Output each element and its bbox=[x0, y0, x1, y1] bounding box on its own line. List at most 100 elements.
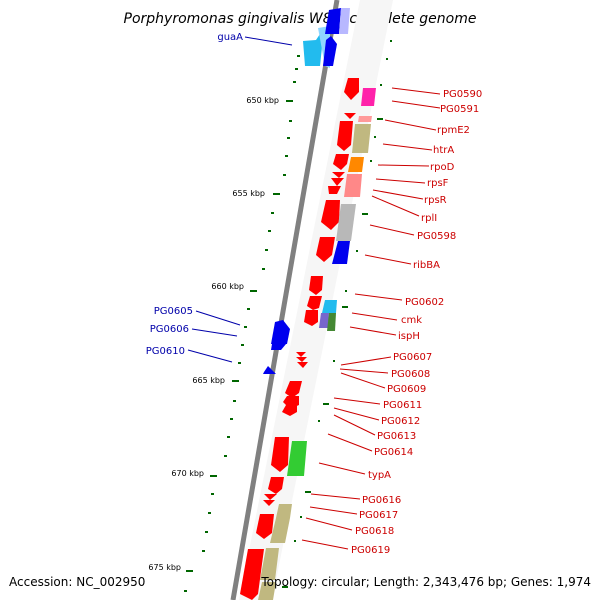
left-leader-lines bbox=[187, 36, 293, 363]
scale-tick-650 bbox=[286, 100, 293, 102]
gene-label-PG0598[interactable]: PG0598 bbox=[417, 231, 456, 242]
gene-label-PG0606[interactable]: PG0606 bbox=[150, 324, 189, 335]
gene-label-PG0613[interactable]: PG0613 bbox=[377, 431, 416, 442]
gene-label-PG0602[interactable]: PG0602 bbox=[405, 297, 444, 308]
gene-label-PG0614[interactable]: PG0614 bbox=[374, 447, 413, 458]
gene-label-rpoD[interactable]: rpoD bbox=[430, 162, 455, 173]
gene-label-PG0609[interactable]: PG0609 bbox=[387, 384, 426, 395]
gene-label-rpmE2[interactable]: rpmE2 bbox=[437, 125, 470, 136]
gene-PG0618-cog[interactable] bbox=[276, 504, 292, 518]
gene-ispH-cog2[interactable] bbox=[327, 313, 336, 331]
gene-label-cmk[interactable]: cmk bbox=[401, 315, 422, 326]
gene-label-PG0605[interactable]: PG0605 bbox=[154, 306, 193, 317]
gene-cmk-cog[interactable] bbox=[322, 300, 337, 313]
gene-PG0617-arrow[interactable] bbox=[263, 500, 275, 506]
gene-top-cog[interactable] bbox=[339, 8, 350, 34]
gene-label-PG0611[interactable]: PG0611 bbox=[383, 400, 422, 411]
scale-dot bbox=[224, 455, 227, 457]
leader-line bbox=[305, 517, 353, 531]
gene-PG0605-arrow[interactable] bbox=[271, 320, 290, 344]
gene-PG0609-arrow[interactable] bbox=[297, 362, 308, 368]
gene-PG0598-cog[interactable] bbox=[336, 204, 356, 241]
gene-PG0590-arrow[interactable] bbox=[344, 78, 359, 100]
gene-PG0619-cog2[interactable] bbox=[258, 582, 276, 600]
gene-label-ispH[interactable]: ispH bbox=[398, 331, 420, 342]
gene-rpoD-cog[interactable] bbox=[348, 157, 364, 172]
gene-PG0606-arrow[interactable] bbox=[271, 344, 286, 350]
gene-PG0607-arrow[interactable] bbox=[296, 352, 306, 357]
scale-dot bbox=[289, 120, 292, 122]
scale-dot bbox=[230, 418, 233, 420]
gene-PG0591-box[interactable] bbox=[361, 88, 376, 106]
gene-typA-cog[interactable] bbox=[287, 441, 307, 476]
gene-top-blue[interactable] bbox=[325, 8, 341, 34]
gene-PG0614-arrow[interactable] bbox=[271, 437, 289, 472]
genome-summary: Topology: circular; Length: 2,343,476 bp… bbox=[260, 575, 591, 589]
scale-dot bbox=[208, 512, 211, 514]
gene-label-PG0607[interactable]: PG0607 bbox=[393, 352, 432, 363]
gene-label-PG0616[interactable]: PG0616 bbox=[362, 495, 401, 506]
gene-PG0619-cog[interactable] bbox=[260, 548, 279, 580]
gene-ribBA-cog[interactable] bbox=[332, 241, 350, 264]
leader-line bbox=[351, 312, 398, 321]
gene-label-PG0619[interactable]: PG0619 bbox=[351, 545, 390, 556]
right-gene-labels: PG0590 PG0591 rpmE2 htrA rpoD rpsF rpsR … bbox=[351, 89, 482, 556]
gene-cmk-arrow[interactable] bbox=[307, 296, 322, 310]
gene-label-PG0610[interactable]: PG0610 bbox=[146, 346, 185, 357]
gene-rpsF-arrow[interactable] bbox=[332, 172, 345, 178]
ring-dot bbox=[323, 403, 329, 405]
gene-label-PG0590[interactable]: PG0590 bbox=[443, 89, 482, 100]
gene-label-PG0591[interactable]: PG0591 bbox=[440, 104, 479, 115]
gene-PG0613-arrow[interactable] bbox=[282, 405, 297, 416]
leader-line bbox=[327, 433, 373, 452]
leader-line bbox=[372, 189, 424, 200]
gene-label-PG0618[interactable]: PG0618 bbox=[355, 526, 394, 537]
gene-label-PG0612[interactable]: PG0612 bbox=[381, 416, 420, 427]
gene-label-PG0608[interactable]: PG0608 bbox=[391, 369, 430, 380]
gene-rplI-arrow[interactable] bbox=[328, 186, 341, 194]
gene-PG0598-arrow[interactable] bbox=[321, 200, 340, 230]
gene-rpoD-arrow[interactable] bbox=[333, 154, 349, 170]
gene-guaA-block[interactable] bbox=[303, 28, 324, 66]
scale-dot bbox=[244, 326, 247, 328]
scale-tick-660 bbox=[250, 290, 257, 292]
gene-PG0610-arrow[interactable] bbox=[263, 366, 276, 374]
gene-PG0616-arrow[interactable] bbox=[264, 494, 277, 500]
gene-PG0608-arrow[interactable] bbox=[296, 357, 307, 362]
gene-PG0602-arrow[interactable] bbox=[309, 276, 323, 295]
gene-label-ribBA[interactable]: ribBA bbox=[413, 260, 440, 271]
gene-rpsF-cog[interactable] bbox=[344, 174, 362, 197]
gene-htrA-cog[interactable] bbox=[352, 124, 371, 153]
gene-rpmE2-arrow[interactable] bbox=[344, 113, 356, 119]
gene-rpsR-arrow[interactable] bbox=[331, 178, 344, 186]
gene-label-guaA[interactable]: guaA bbox=[217, 32, 243, 43]
leader-line bbox=[339, 368, 389, 374]
gene-label-htrA[interactable]: htrA bbox=[433, 145, 454, 156]
gene-PG0618-cog2[interactable] bbox=[270, 518, 290, 543]
gene-htrA-arrow[interactable] bbox=[337, 121, 353, 151]
leader-line bbox=[391, 87, 441, 95]
ring-dot bbox=[356, 250, 358, 252]
scale-label-665: 665 kbp bbox=[192, 376, 225, 385]
gene-label-typA[interactable]: typA bbox=[368, 470, 391, 481]
gene-ispH-cog[interactable] bbox=[319, 313, 329, 328]
gene-ribBA-arrow[interactable] bbox=[316, 237, 335, 262]
gene-label-rpsF[interactable]: rpsF bbox=[427, 178, 449, 189]
ring-dot bbox=[380, 84, 382, 86]
gene-guaA-arrow[interactable] bbox=[323, 36, 337, 66]
ring-dot bbox=[342, 306, 348, 308]
leader-line bbox=[377, 164, 430, 167]
gene-typA-arrow[interactable] bbox=[268, 477, 284, 494]
gene-rpmE2-cog[interactable] bbox=[358, 116, 372, 122]
gene-PG0611-arrow[interactable] bbox=[285, 381, 302, 398]
ring-dot bbox=[305, 491, 311, 493]
scale-dot bbox=[268, 230, 271, 232]
gene-PG0618-arrow[interactable] bbox=[256, 514, 274, 539]
gene-label-rplI[interactable]: rplI bbox=[421, 213, 437, 224]
gene-label-rpsR[interactable]: rpsR bbox=[424, 195, 447, 206]
gene-PG0619-arrow[interactable] bbox=[240, 549, 264, 600]
scale-dot bbox=[184, 590, 187, 592]
gene-label-PG0617[interactable]: PG0617 bbox=[359, 510, 398, 521]
gene-ispH-arrow[interactable] bbox=[304, 310, 318, 326]
